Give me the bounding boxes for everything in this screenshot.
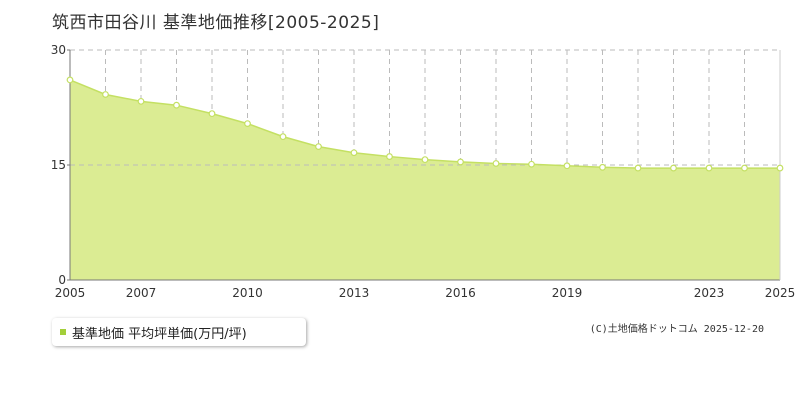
- credit-text: (C)土地価格ドットコム 2025-12-20: [589, 324, 764, 335]
- chart-title: 筑西市田谷川 基準地価推移[2005-2025]: [52, 13, 380, 33]
- y-tick-label: 30: [51, 43, 66, 57]
- data-point: [137, 97, 145, 105]
- legend-label: 基準地価 平均坪単価(万円/坪): [72, 326, 247, 342]
- data-point: [208, 110, 216, 118]
- x-tick-label: 2019: [552, 286, 583, 300]
- data-point: [421, 156, 429, 164]
- y-tick-label: 0: [58, 273, 66, 287]
- x-tick-label: 2023: [694, 286, 725, 300]
- data-point: [634, 164, 642, 172]
- area-chart: 0 15 30 2005 2007 2010 2013 2016 2019 2023 2025: [51, 43, 796, 300]
- data-point: [102, 91, 109, 98]
- data-point: [173, 101, 180, 109]
- data-point: [776, 164, 784, 172]
- data-point: [386, 153, 393, 160]
- data-point: [741, 164, 748, 172]
- data-point: [528, 160, 535, 168]
- x-tick-label: 2025: [765, 286, 796, 300]
- x-tick-label: 2010: [232, 286, 263, 300]
- data-point: [563, 162, 571, 170]
- data-point: [279, 133, 287, 141]
- data-point: [599, 163, 606, 171]
- data-point: [315, 143, 322, 151]
- data-point: [66, 76, 74, 84]
- legend: 基準地価 平均坪単価(万円/坪): [52, 318, 306, 346]
- data-point: [670, 164, 677, 172]
- data-point: [492, 160, 500, 167]
- series-area: [70, 79, 780, 281]
- data-point: [244, 120, 251, 127]
- x-tick-label: 2007: [126, 286, 157, 300]
- y-tick-label: 15: [51, 158, 66, 172]
- legend-swatch: [60, 329, 66, 335]
- data-point: [457, 158, 464, 166]
- x-tick-label: 2013: [339, 286, 370, 300]
- data-point: [705, 164, 713, 172]
- data-point: [350, 149, 358, 157]
- x-tick-label: 2005: [55, 286, 86, 300]
- x-tick-label: 2016: [445, 286, 476, 300]
